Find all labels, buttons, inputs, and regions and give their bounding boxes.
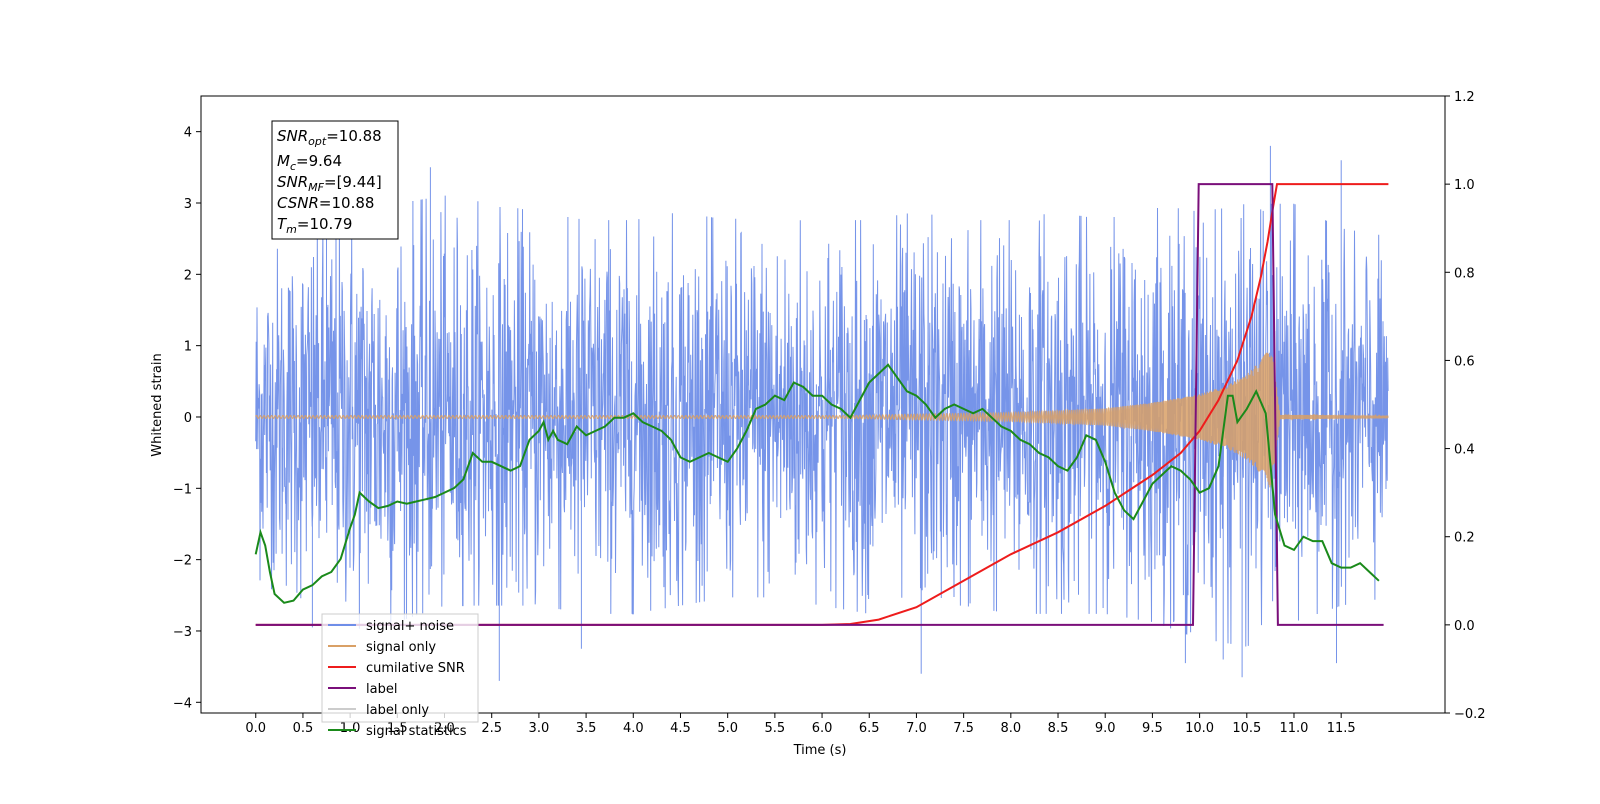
x-tick-label: 0.0 bbox=[245, 721, 266, 736]
legend-label: signal statistics bbox=[366, 724, 467, 739]
legend-label: signal only bbox=[366, 640, 436, 655]
annotation-mc: Mc=9.64 bbox=[277, 152, 342, 173]
x-tick-label: 6.0 bbox=[812, 721, 833, 736]
x-tick-label: 2.5 bbox=[481, 721, 502, 736]
x-tick-label: 10.0 bbox=[1185, 721, 1214, 736]
x-tick-label: 1.0 bbox=[340, 721, 361, 736]
y-left-tick-label: 3 bbox=[184, 197, 192, 212]
y-right-tick-label: 0.0 bbox=[1454, 619, 1475, 634]
legend-label: signal+ noise bbox=[366, 619, 454, 634]
y-left-tick-label: 1 bbox=[184, 340, 192, 355]
y-left-tick-label: 4 bbox=[184, 126, 192, 141]
y-axis-left: −4 −3 −2 −1 0 1 2 3 4 bbox=[173, 126, 201, 711]
x-axis-label: Time (s) bbox=[793, 743, 847, 758]
x-tick-label: 11.0 bbox=[1280, 721, 1309, 736]
annotation-csnr: CSNR=10.88 bbox=[277, 194, 374, 212]
x-tick-label: 2.0 bbox=[434, 721, 455, 736]
y-right-tick-label: 0.8 bbox=[1454, 266, 1475, 281]
y-axis-label: Whitened strain bbox=[150, 353, 165, 456]
x-tick-label: 8.0 bbox=[1000, 721, 1021, 736]
x-tick-label: 10.5 bbox=[1232, 721, 1261, 736]
x-tick-label: 1.5 bbox=[387, 721, 408, 736]
x-tick-label: 5.0 bbox=[717, 721, 738, 736]
x-tick-label: 9.0 bbox=[1095, 721, 1116, 736]
y-left-tick-label: −2 bbox=[173, 554, 192, 569]
legend-label: cumilative SNR bbox=[366, 661, 465, 676]
legend-label: label bbox=[366, 682, 397, 697]
series-signal-only bbox=[255, 352, 1389, 488]
annotation-box: SNRopt=10.88 Mc=9.64 SNRMF=[9.44] CSNR=1… bbox=[271, 120, 399, 240]
x-tick-label: 3.0 bbox=[529, 721, 550, 736]
x-tick-label: 0.5 bbox=[293, 721, 314, 736]
y-right-tick-label: 0.2 bbox=[1454, 531, 1475, 546]
annotation-snr-mf: SNRMF=[9.44] bbox=[277, 173, 382, 194]
legend-label: label only bbox=[366, 703, 429, 718]
x-tick-label: 6.5 bbox=[859, 721, 880, 736]
y-left-tick-label: −4 bbox=[173, 696, 192, 711]
x-tick-label: 7.0 bbox=[906, 721, 927, 736]
x-axis: 0.0 0.5 1.0 1.5 2.0 2.5 3.0 3.5 4.0 4.5 5.0 5.5 6.0 6… bbox=[245, 713, 1356, 736]
y-axis-right: −0.2 0.0 0.2 0.4 0.6 0.8 1.0 1.2 bbox=[1445, 90, 1486, 722]
y-left-tick-label: 0 bbox=[184, 411, 192, 426]
y-left-tick-label: −1 bbox=[173, 482, 192, 497]
series-signal-noise bbox=[255, 145, 1389, 681]
y-right-tick-label: 1.0 bbox=[1454, 178, 1475, 193]
annotation-snr-opt: SNRopt=10.88 bbox=[277, 127, 382, 148]
y-left-tick-label: −3 bbox=[173, 625, 192, 640]
y-left-tick-label: 2 bbox=[184, 268, 192, 283]
x-tick-label: 4.0 bbox=[623, 721, 644, 736]
x-tick-label: 9.5 bbox=[1142, 721, 1163, 736]
x-tick-label: 3.5 bbox=[576, 721, 597, 736]
x-tick-label: 7.5 bbox=[953, 721, 974, 736]
x-tick-label: 11.5 bbox=[1327, 721, 1356, 736]
series-label bbox=[255, 183, 1384, 626]
x-tick-label: 4.5 bbox=[670, 721, 691, 736]
plot-area bbox=[254, 145, 1389, 681]
x-tick-label: 8.5 bbox=[1048, 721, 1069, 736]
y-right-tick-label: −0.2 bbox=[1454, 707, 1486, 722]
y-right-tick-label: 0.4 bbox=[1454, 443, 1475, 458]
y-right-tick-label: 1.2 bbox=[1454, 90, 1475, 105]
y-right-tick-label: 0.6 bbox=[1454, 354, 1475, 369]
annotation-tm: Tm=10.79 bbox=[277, 215, 352, 236]
axes-frame bbox=[200, 95, 1446, 714]
series-signal-statistics bbox=[254, 363, 1380, 604]
x-tick-label: 5.5 bbox=[765, 721, 786, 736]
series-cumulative-snr bbox=[255, 183, 1389, 626]
legend: signal+ noise signal only cumilative SNR la… bbox=[321, 613, 479, 739]
